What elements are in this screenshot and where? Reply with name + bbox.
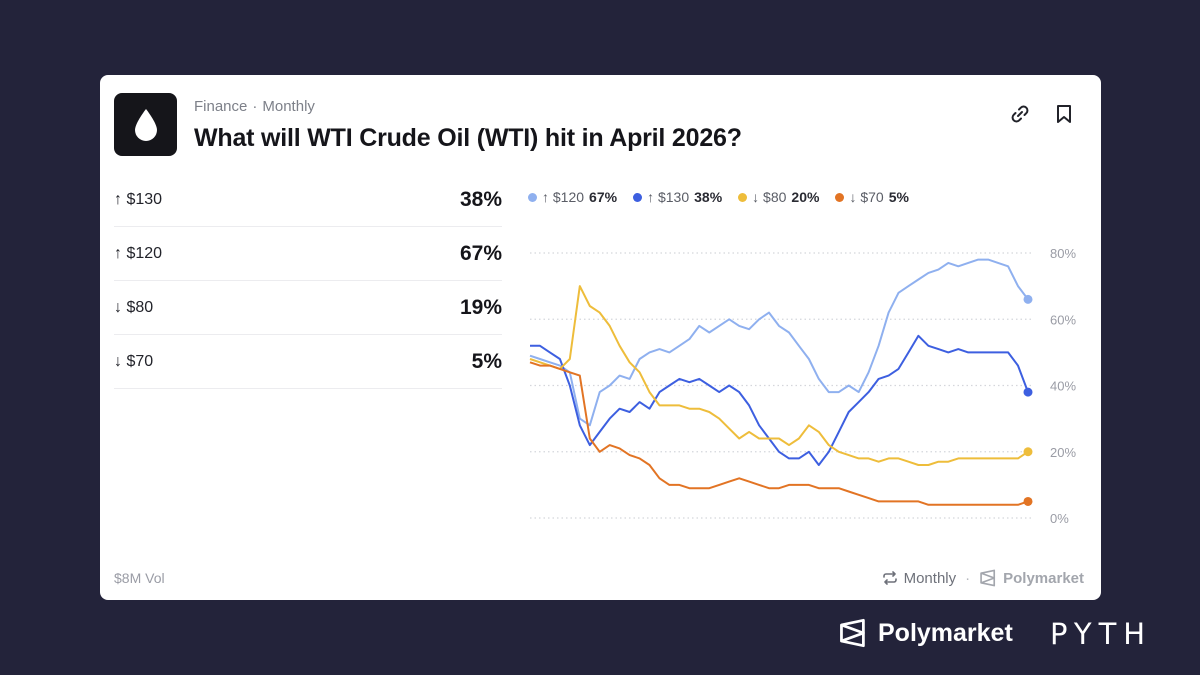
pyth-wordmark: PYTH <box>1050 617 1153 651</box>
outcome-row[interactable]: ↓ $70 5% <box>114 335 502 389</box>
card-footer: Monthly · Polymarket <box>882 569 1084 587</box>
outcome-row[interactable]: ↑ $120 67% <box>114 227 502 281</box>
price-chart[interactable]: 80% 60% 40% 20% 0% <box>520 235 1085 535</box>
footer-brand[interactable]: Polymarket <box>1003 569 1084 587</box>
drop-icon <box>134 108 157 141</box>
series-line[interactable] <box>530 334 1029 466</box>
frequency-label: Monthly <box>262 98 315 115</box>
y-tick-label: 20% <box>1050 445 1076 460</box>
footer-separator: · <box>965 569 971 587</box>
y-tick-label: 0% <box>1050 511 1069 526</box>
outcome-list: ↑ $130 38% ↑ $120 67% ↓ $80 19% ↓ $70 5% <box>114 173 502 389</box>
footer-frequency: Monthly <box>903 569 957 587</box>
outcome-probability: 19% <box>459 295 502 319</box>
volume-label: $8M Vol <box>114 570 165 586</box>
legend-item[interactable]: ↑ $120 67% <box>528 189 617 205</box>
outcome-probability: 38% <box>459 187 502 211</box>
market-card: Finance · Monthly What will WTI Crude Oil … <box>100 75 1101 600</box>
legend-dot <box>738 192 748 202</box>
outcome-row[interactable]: ↑ $130 38% <box>114 173 502 227</box>
series-end-point[interactable] <box>1023 387 1033 397</box>
series-line[interactable] <box>529 258 1029 427</box>
category-label[interactable]: Finance <box>194 98 248 115</box>
legend-dot <box>528 192 537 202</box>
series-end-point[interactable] <box>1023 447 1033 457</box>
bookmark-icon <box>1057 105 1071 123</box>
outcome-row[interactable]: ↓ $80 19% <box>114 281 502 335</box>
polymarket-brand: Polymarket <box>838 618 1013 648</box>
legend-label: ↓ $80 <box>752 189 787 205</box>
market-logo <box>114 93 177 156</box>
y-tick-label: 60% <box>1050 312 1076 327</box>
y-tick-label: 80% <box>1050 246 1076 261</box>
legend-label: ↑ $130 <box>647 189 690 205</box>
polymarket-logo-icon <box>980 569 996 587</box>
chart-legend: ↑ $120 67% ↑ $130 38% ↓ $80 20% ↓ $70 5% <box>528 189 909 205</box>
repeat-icon <box>882 571 897 585</box>
link-icon <box>1011 105 1029 123</box>
outcome-label: ↑ $120 <box>114 244 163 262</box>
legend-value: 67% <box>589 189 618 205</box>
legend-value: 38% <box>694 189 723 205</box>
series-end-point[interactable] <box>1023 294 1033 304</box>
series-line[interactable] <box>529 285 1029 466</box>
outcome-probability: 67% <box>459 241 502 265</box>
legend-label: ↓ $70 <box>849 189 884 205</box>
meta-separator: · <box>252 98 258 115</box>
legend-item[interactable]: ↑ $130 38% <box>633 189 722 205</box>
legend-value: 20% <box>791 189 820 205</box>
legend-dot <box>835 192 845 202</box>
legend-item[interactable]: ↓ $70 5% <box>835 189 909 205</box>
legend-dot <box>633 192 643 202</box>
bookmark-button[interactable] <box>1051 101 1077 127</box>
market-title[interactable]: What will WTI Crude Oil (WTI) hit in Apr… <box>194 124 742 152</box>
polymarket-logo-icon <box>840 618 865 648</box>
legend-label: ↑ $120 <box>542 189 585 205</box>
copy-link-button[interactable] <box>1007 101 1033 127</box>
series-end-point[interactable] <box>1023 496 1033 506</box>
legend-item[interactable]: ↓ $80 20% <box>738 189 819 205</box>
polymarket-wordmark: Polymarket <box>878 618 1013 647</box>
outcome-label: ↓ $70 <box>114 352 154 370</box>
series-line[interactable] <box>529 361 1029 506</box>
market-meta: Finance · Monthly <box>194 98 315 115</box>
outcome-label: ↓ $80 <box>114 298 154 316</box>
y-tick-label: 40% <box>1050 379 1076 394</box>
outcome-probability: 5% <box>471 349 502 373</box>
legend-value: 5% <box>888 189 909 205</box>
outcome-label: ↑ $130 <box>114 190 163 208</box>
